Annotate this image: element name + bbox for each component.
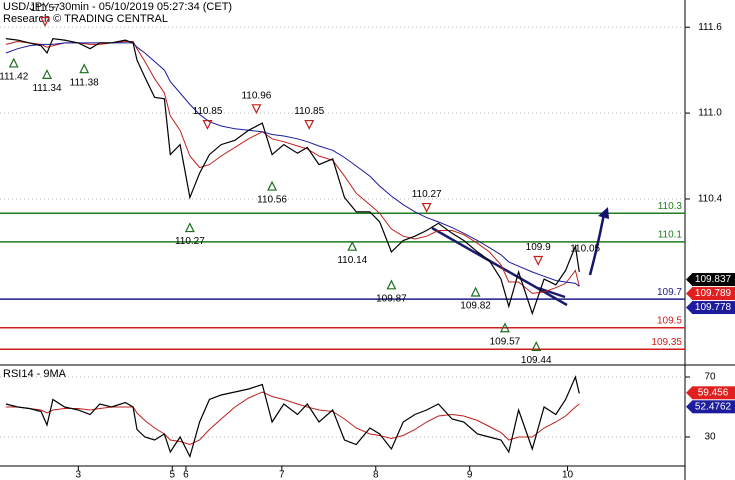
last-value-box [692, 386, 735, 400]
high-marker [304, 119, 315, 130]
value-pointer [686, 301, 692, 314]
series-line [5, 37, 580, 316]
low-marker [531, 341, 542, 351]
panel-title: RSI14 - 9MA [3, 368, 67, 380]
low-label: 109.44 [521, 355, 552, 366]
x-tick-label: 9 [467, 470, 473, 480]
series-line [5, 375, 580, 459]
series-line [5, 391, 580, 446]
high-label: 109.9 [526, 242, 551, 253]
value-pointer [686, 287, 692, 300]
low-label: 110.14 [337, 255, 367, 266]
x-tick-label: 5 [169, 470, 175, 480]
low-marker [386, 279, 397, 290]
level-label: 110.1 [658, 230, 683, 241]
x-tick-label: 3 [76, 470, 82, 480]
level-label: 110.3 [658, 201, 683, 212]
low-label: 110.27 [175, 236, 205, 247]
low-marker [8, 57, 19, 68]
last-value-label: 109.837 [695, 274, 732, 285]
value-pointer [686, 400, 692, 413]
low-label: 109.87 [376, 293, 407, 304]
last-value-label: 59.456 [698, 387, 729, 398]
forecast-arrow [588, 213, 606, 276]
chart-subtitle: Research © TRADING CENTRAL [3, 13, 168, 25]
x-tick-label: 8 [373, 470, 379, 480]
high-marker [533, 255, 544, 266]
low-label: 111.42 [0, 72, 29, 83]
x-tick-label: 7 [279, 470, 285, 480]
high-marker [421, 202, 432, 213]
low-marker [42, 69, 52, 80]
low-label: 109.82 [460, 301, 491, 312]
level-label: 109.5 [657, 315, 682, 326]
last-value-box [692, 273, 735, 287]
low-marker [499, 322, 510, 333]
last-value-label: 52.4762 [695, 401, 732, 412]
high-marker [251, 104, 262, 115]
x-tick-label: 6 [183, 470, 189, 480]
last-value-label: 109.789 [695, 288, 732, 299]
y-tick-label: 70 [704, 372, 716, 383]
last-value-box [692, 400, 735, 414]
low-label: 109.57 [490, 336, 521, 347]
value-pointer [686, 386, 692, 399]
y-tick-label: 111.0 [698, 108, 722, 119]
level-label: 109.7 [657, 287, 682, 298]
level-label: 109.35 [651, 337, 682, 348]
trend-line [537, 286, 566, 299]
chart-title: USD/JPY - 30min - 05/10/2019 05:27:34 (C… [3, 1, 232, 13]
arrow-head [598, 207, 609, 219]
high-label: 110.96 [241, 90, 271, 101]
high-label: 110.85 [193, 106, 223, 117]
x-tick-label: 10 [562, 470, 574, 480]
y-tick-label: 110.4 [698, 194, 723, 205]
low-marker [470, 286, 481, 297]
series-line [5, 42, 580, 287]
low-label: 110.56 [257, 195, 287, 206]
last-value-label: 109.778 [695, 302, 732, 313]
last-value-box [692, 301, 735, 315]
high-marker [40, 16, 51, 27]
low-label: 111.34 [32, 83, 62, 94]
last-value-box [692, 287, 735, 301]
high-label: 111.57 [30, 3, 60, 14]
y-tick-label: 30 [704, 432, 716, 443]
high-label: 110.85 [294, 106, 324, 117]
low-label: 111.38 [70, 77, 100, 88]
y-tick-label: 111.6 [698, 22, 722, 33]
value-pointer [686, 273, 692, 286]
high-label: 110.27 [412, 189, 442, 200]
low-marker [79, 63, 90, 74]
high-marker [202, 119, 213, 130]
low-marker [267, 180, 278, 191]
target-label: 110.05 [570, 244, 600, 255]
low-marker [347, 240, 358, 251]
low-marker [184, 222, 195, 233]
